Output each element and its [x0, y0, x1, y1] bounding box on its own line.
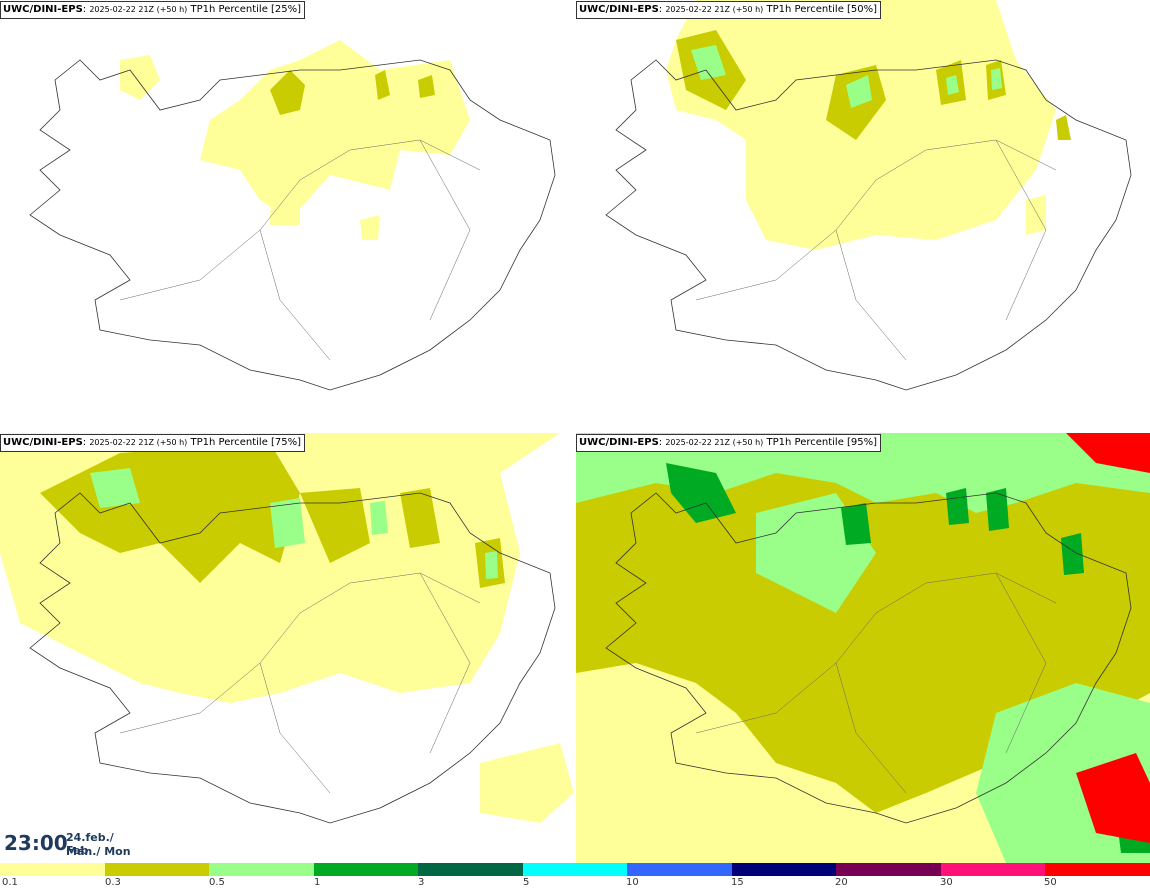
- map-panel-p95: UWC/DINI-EPS: 2025-02-22 21Z (+50 h) TP1…: [576, 433, 1150, 863]
- map-panel-p50: UWC/DINI-EPS: 2025-02-22 21Z (+50 h) TP1…: [576, 0, 1150, 430]
- precip-map-p25: [29, 40, 556, 391]
- model-name: UWC/DINI-EPS: [3, 4, 83, 15]
- valid-date-line2: Mán./ Mon: [66, 845, 131, 858]
- product-name: TP1h Percentile [95%]: [766, 437, 878, 448]
- roads: [119, 572, 481, 794]
- coastline: [605, 492, 1132, 824]
- legend-swatch: [418, 863, 523, 876]
- precip-heavy: [90, 468, 498, 579]
- model-name: UWC/DINI-EPS: [3, 437, 83, 448]
- precip-heavy: [691, 45, 1002, 108]
- legend-label: 3: [418, 877, 425, 888]
- precip-map-p75: [0, 433, 574, 824]
- valid-date-line1: 24.feb./ Feb: [66, 831, 114, 857]
- product-name: TP1h Percentile [50%]: [766, 4, 878, 15]
- panel-title: UWC/DINI-EPS: 2025-02-22 21Z (+50 h) TP1…: [0, 1, 306, 19]
- legend-label: 50: [1044, 877, 1057, 888]
- run-time: 2025-02-22 21Z (+50 h): [89, 5, 188, 14]
- precip-moderate: [270, 70, 435, 115]
- legend-label: 1: [314, 877, 321, 888]
- legend-swatch: [627, 863, 732, 876]
- run-time: 2025-02-22 21Z (+50 h): [665, 438, 764, 447]
- map-panel-p25: UWC/DINI-EPS: 2025-02-22 21Z (+50 h) TP1…: [0, 0, 574, 430]
- coastline: [605, 59, 1132, 391]
- valid-time: 23:00: [4, 831, 68, 855]
- roads: [695, 572, 1057, 794]
- panel-title: UWC/DINI-EPS: 2025-02-22 21Z (+50 h) TP1…: [0, 434, 306, 452]
- panel-title: UWC/DINI-EPS: 2025-02-22 21Z (+50 h) TP1…: [576, 434, 882, 452]
- legend-swatch: [313, 863, 419, 876]
- legend-label: 10: [626, 877, 639, 888]
- legend-swatch: [209, 863, 314, 876]
- product-name: TP1h Percentile [75%]: [190, 437, 302, 448]
- legend-swatch: [522, 863, 628, 876]
- coastline: [29, 492, 556, 824]
- product-name: TP1h Percentile [25%]: [190, 4, 302, 15]
- precip-map-p95: [576, 433, 1150, 863]
- roads: [119, 139, 481, 361]
- legend-swatch: [731, 863, 837, 876]
- roads: [695, 139, 1057, 361]
- legend-color-bar: [0, 863, 1150, 876]
- run-time: 2025-02-22 21Z (+50 h): [665, 5, 764, 14]
- legend-label: 15: [731, 877, 744, 888]
- map-panel-p75: UWC/DINI-EPS: 2025-02-22 21Z (+50 h) TP1…: [0, 433, 574, 863]
- panel-title: UWC/DINI-EPS: 2025-02-22 21Z (+50 h) TP1…: [576, 1, 882, 19]
- legend-swatch: [0, 863, 105, 876]
- model-name: UWC/DINI-EPS: [579, 4, 659, 15]
- legend-swatch: [940, 863, 1046, 876]
- precip-legend: 0.1 0.3 0.5 1 3 5 10 15 20 30 50: [0, 863, 1150, 891]
- precip-map-p50: [605, 0, 1132, 391]
- legend-labels: 0.1 0.3 0.5 1 3 5 10 15 20 30 50: [0, 877, 1150, 891]
- legend-label: 0.1: [2, 877, 18, 888]
- precip-extreme: [1066, 433, 1150, 843]
- legend-label: 0.5: [209, 877, 225, 888]
- legend-label: 5: [523, 877, 530, 888]
- coastline: [29, 59, 556, 391]
- legend-label: 0.3: [105, 877, 121, 888]
- run-time: 2025-02-22 21Z (+50 h): [89, 438, 188, 447]
- model-name: UWC/DINI-EPS: [579, 437, 659, 448]
- valid-time-box: 23:00 24.feb./ Feb Mán./ Mon: [0, 825, 140, 861]
- precip-light: [120, 40, 470, 240]
- legend-label: 20: [835, 877, 848, 888]
- legend-label: 30: [940, 877, 953, 888]
- legend-swatch: [104, 863, 210, 876]
- legend-swatch: [836, 863, 941, 876]
- legend-swatch: [1045, 863, 1150, 876]
